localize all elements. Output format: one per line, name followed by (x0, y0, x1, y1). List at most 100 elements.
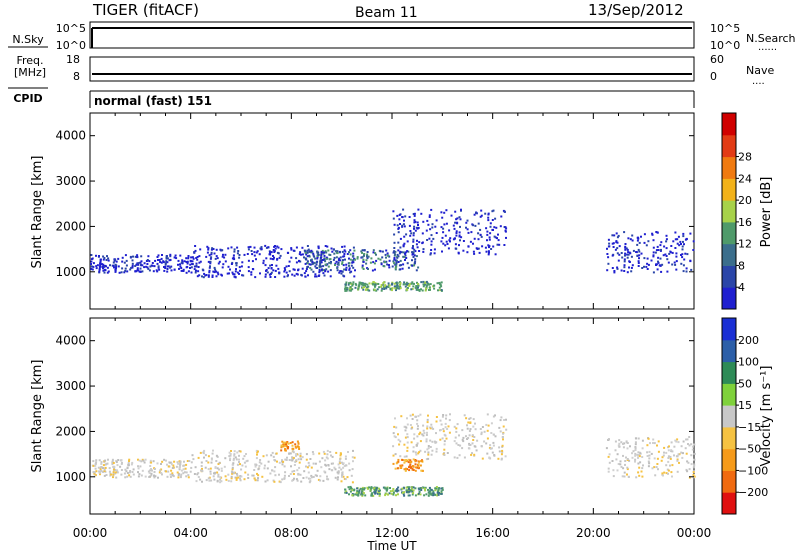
power-cell (276, 245, 279, 248)
velocity-cell (423, 487, 426, 490)
velocity-cell (361, 494, 364, 497)
power-cell (213, 271, 216, 274)
power-cell (255, 251, 258, 254)
velocity-cell (99, 468, 102, 470)
velocity-cell (425, 458, 428, 461)
power-cell (665, 247, 668, 250)
power-cell (406, 262, 409, 265)
power-cell (626, 248, 629, 251)
velocity-cell (406, 486, 409, 489)
power-cell (417, 208, 420, 211)
power-cell (230, 246, 233, 249)
power-cell (304, 275, 307, 278)
velocity-cell (418, 460, 421, 463)
power-cell (331, 250, 334, 253)
velocity-cell (397, 438, 400, 441)
power-cell (670, 245, 673, 247)
power-cell (189, 267, 191, 269)
power-cell (125, 264, 128, 267)
velocity-cell (472, 418, 475, 421)
velocity-cell (243, 478, 246, 481)
power-cell (430, 240, 433, 243)
velocity-cell (408, 465, 411, 468)
power-cell (435, 219, 438, 222)
velocity-cell (505, 418, 507, 421)
power-cell (330, 247, 333, 250)
power-cell (660, 270, 663, 273)
power-cell (250, 271, 253, 274)
power-cell (344, 258, 346, 261)
velocity-cell (426, 421, 429, 424)
power-cell (399, 268, 402, 271)
power-cell (413, 227, 415, 230)
power-cell (198, 274, 201, 277)
power-cell (428, 286, 431, 289)
power-cell (608, 245, 611, 248)
power-cell (429, 252, 432, 255)
velocity-cell (607, 438, 610, 441)
velocity-cell (288, 475, 290, 477)
velocity-cell (443, 440, 446, 443)
power-cell (399, 284, 401, 287)
velocity-cell (417, 464, 420, 467)
velocity-cell (662, 454, 665, 457)
velocity-cell (617, 444, 620, 447)
power-cell (159, 261, 162, 263)
velocity-cell (427, 451, 430, 454)
velocity-cell (178, 466, 181, 469)
power-cell (265, 257, 268, 260)
velocity-cell (367, 487, 369, 490)
velocity-cell (359, 487, 362, 490)
power-cell (195, 269, 197, 272)
power-cell (413, 214, 416, 217)
velocity-cell (631, 456, 634, 459)
power-cell (265, 269, 267, 272)
velocity-cell (326, 453, 329, 456)
power-cell (403, 219, 405, 222)
velocity-cell (161, 460, 164, 463)
power-cell (203, 272, 206, 275)
velocity-cell (463, 456, 466, 459)
velocity-cell (619, 460, 622, 463)
velocity-cell (203, 456, 205, 459)
velocity-cell (400, 464, 403, 467)
velocity-cell (448, 431, 451, 434)
velocity-cell (125, 470, 128, 473)
power-cell (253, 246, 256, 249)
velocity-cell (481, 457, 484, 460)
power-cell (662, 254, 665, 257)
power-cell (241, 261, 244, 264)
power-cell (98, 268, 101, 270)
velocity-cell (468, 447, 471, 450)
velocity-cell (677, 441, 680, 444)
velocity-cell (466, 427, 469, 430)
power-cell (416, 239, 418, 242)
power-cell (399, 287, 402, 290)
power-cell (153, 265, 156, 268)
power-cell (123, 261, 126, 264)
power-cell (143, 266, 146, 269)
power-cell (631, 264, 634, 267)
velocity-cell (272, 455, 275, 458)
power-cell (470, 231, 473, 234)
power-cell (403, 242, 406, 245)
power-cell (377, 283, 380, 285)
power-cell (391, 287, 394, 290)
velocity-cell (171, 472, 174, 475)
velocity-cell (262, 455, 265, 458)
power-cell (636, 254, 639, 257)
velocity-cell (238, 461, 240, 463)
velocity-cell (468, 417, 471, 420)
velocity-cell (286, 456, 288, 459)
velocity-cell (243, 461, 246, 464)
power-cell (120, 271, 123, 274)
power-cell (410, 232, 413, 235)
power-cell (95, 254, 97, 257)
velocity-cell (446, 452, 449, 454)
velocity-cell (385, 492, 388, 495)
velocity-cell (292, 447, 295, 450)
power-cell (339, 256, 342, 259)
power-cell (129, 268, 132, 271)
power-cell (163, 266, 165, 268)
power-cell (450, 214, 453, 217)
